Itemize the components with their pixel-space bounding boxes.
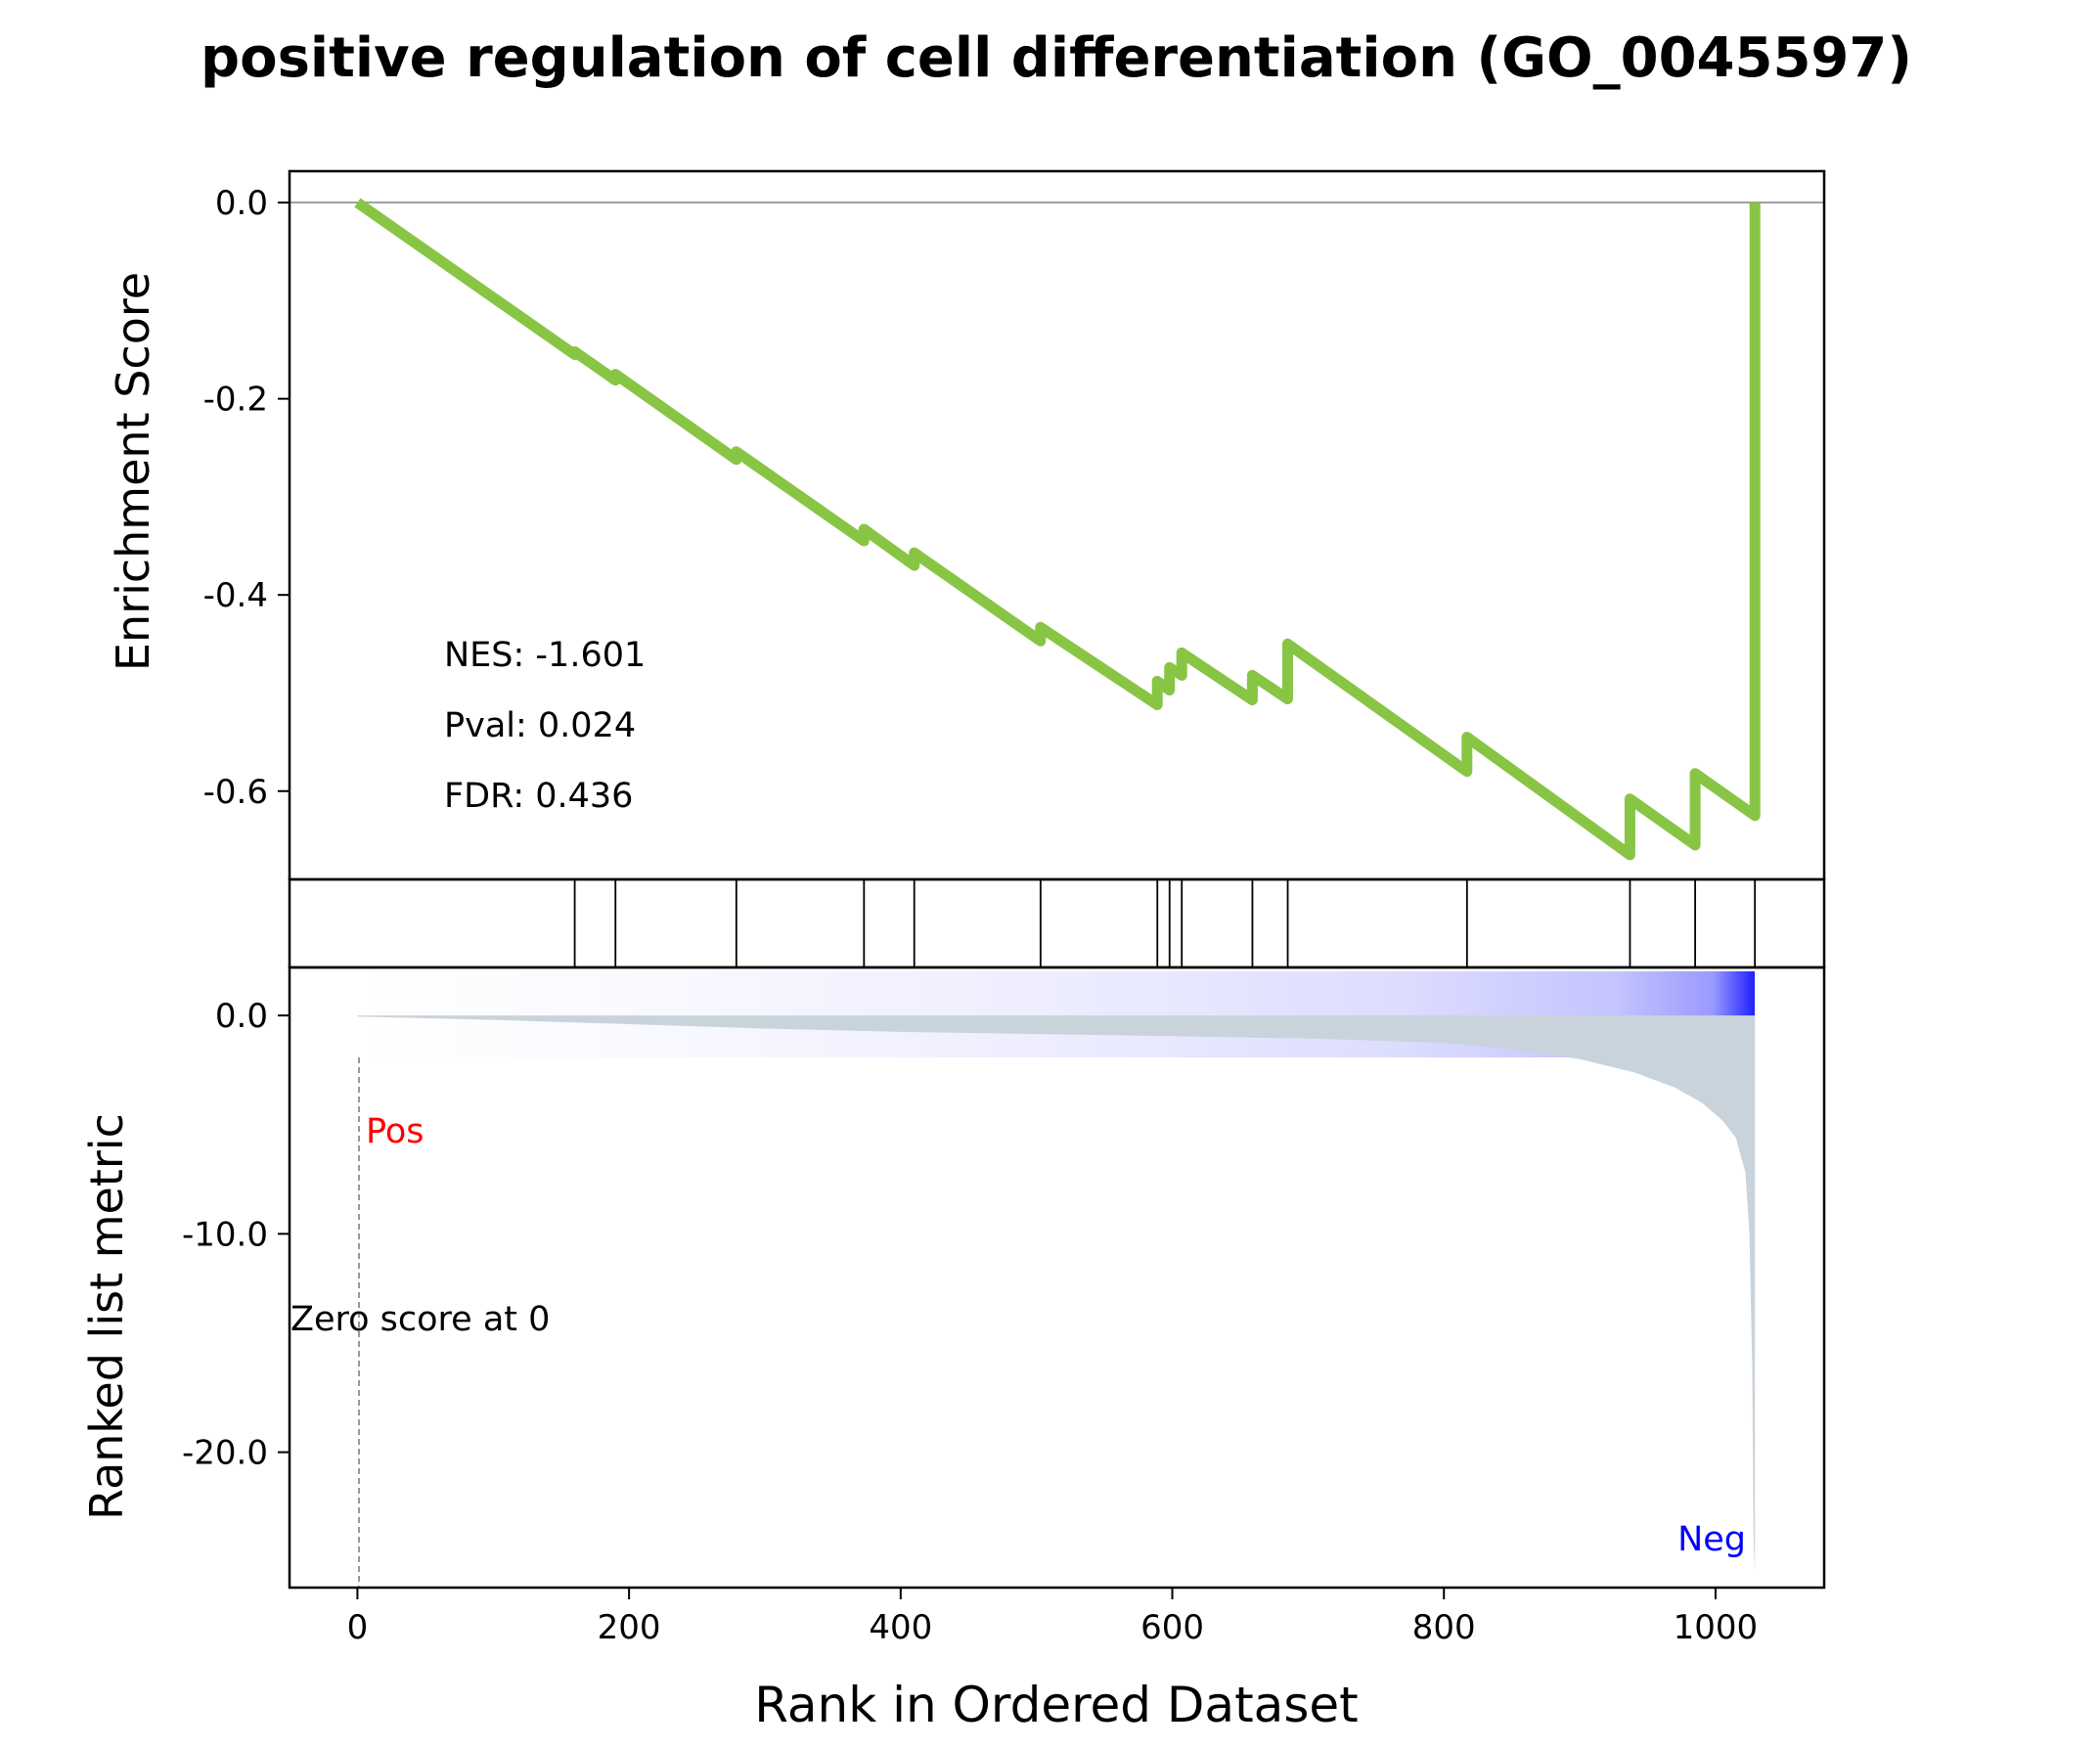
nes-annotation: NES: -1.601 (444, 636, 646, 675)
rm-y-tick-label: 0.0 (215, 997, 268, 1036)
x-ticks: 0 200 400 600 800 1000 (347, 1588, 1759, 1647)
rm-y-axis-label: Ranked list metric (80, 1113, 133, 1520)
x-tick-label: 400 (869, 1608, 932, 1647)
ranked-metric-area (357, 1015, 1756, 1573)
ranked-metric-panel-frame (288, 965, 1826, 1590)
enrichment-panel: 0.0 -0.2 -0.4 -0.6 Enrichment Score NES: -1… (107, 169, 1826, 881)
neg-label: Neg (1677, 1520, 1746, 1559)
es-line-layer (354, 198, 1761, 861)
enrichment-panel-frame (288, 169, 1826, 881)
enrichment-score-line (354, 198, 1761, 861)
es-y-tick-label: -0.4 (203, 576, 268, 615)
x-tick-label: 800 (1412, 1608, 1476, 1647)
hits-panel-frame (288, 877, 1826, 969)
x-tick-label: 600 (1140, 1608, 1204, 1647)
rm-y-tick-label: -10.0 (182, 1215, 268, 1254)
rm-y-ticks: 0.0 -10.0 -20.0 (182, 997, 290, 1473)
rm-y-tick-label: -20.0 (182, 1434, 268, 1473)
pos-label: Pos (366, 1112, 424, 1151)
es-y-tick-label: -0.6 (203, 773, 268, 812)
hit-ticks (573, 879, 1757, 967)
x-tick-label: 0 (347, 1608, 369, 1647)
pval-annotation: Pval: 0.024 (444, 706, 636, 745)
zero-score-label: Zero score at 0 (290, 1300, 550, 1339)
x-tick-label: 200 (598, 1608, 661, 1647)
x-tick-label: 1000 (1674, 1608, 1759, 1647)
hits-panel (288, 877, 1826, 969)
ranked-metric-panel: 0.0 -10.0 -20.0 Ranked list metric Zero sc… (80, 965, 1826, 1590)
es-y-tick-label: 0.0 (215, 184, 268, 223)
chart-title: positive regulation of cell differentiat… (201, 26, 1912, 90)
es-y-ticks: 0.0 -0.2 -0.4 -0.6 (203, 184, 290, 812)
es-y-tick-label: -0.2 (203, 381, 268, 420)
x-axis-label: Rank in Ordered Dataset (754, 1677, 1358, 1733)
fdr-annotation: FDR: 0.436 (444, 777, 633, 816)
es-y-axis-label: Enrichment Score (107, 272, 159, 671)
